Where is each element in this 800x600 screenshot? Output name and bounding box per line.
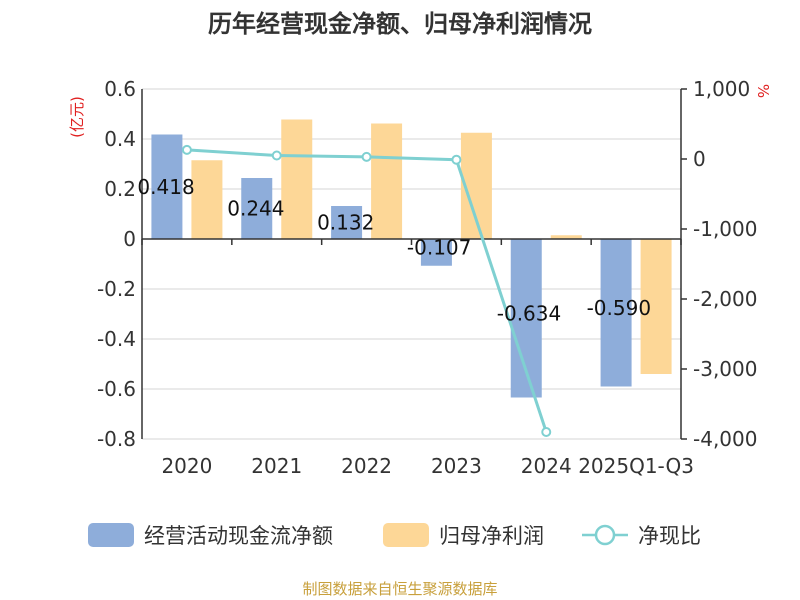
left-tick-label: -0.8 — [97, 427, 136, 451]
data-labels-layer: 0.418 0.244 0.132 -0.107 -0.634 -0.590 — [137, 175, 651, 326]
legend: 经营活动现金流净额 归母净利润 净现比 — [88, 523, 701, 548]
grid-layer — [142, 88, 681, 440]
left-axis-unit: (亿元) — [68, 96, 86, 138]
left-tick-label: -0.6 — [97, 377, 136, 401]
left-tick-label: 0.6 — [104, 77, 136, 101]
bar — [640, 239, 672, 374]
ratio-point — [541, 427, 552, 437]
chart-title: 历年经营现金净额、归母净利润情况 — [208, 10, 592, 38]
bar-data-label: -0.634 — [497, 301, 561, 325]
right-tick-label: -1,000 — [693, 217, 757, 241]
ratio-point — [451, 154, 462, 165]
axis-layer: 0.6 0.4 0.2 0 -0.2 -0.4 -0.6 -0.8 1,000 0 -1,000 -2… — [97, 77, 758, 478]
bar — [241, 178, 273, 239]
left-tick-label: -0.4 — [97, 327, 136, 351]
right-axis-unit: % — [754, 84, 772, 98]
bar — [371, 123, 403, 239]
legend-swatch — [88, 523, 134, 547]
legend-swatch — [383, 523, 429, 547]
legend-marker — [594, 524, 616, 546]
right-tick-label: -3,000 — [693, 357, 757, 381]
bar — [550, 235, 582, 239]
ratio-line — [186, 148, 548, 433]
left-tick-label: -0.2 — [97, 277, 136, 301]
bar-data-label: -0.107 — [407, 235, 471, 259]
bar — [331, 206, 363, 239]
bar-data-label: -0.590 — [587, 296, 651, 320]
ratio-point — [271, 150, 282, 161]
bar — [151, 134, 183, 239]
category-label: 2020 — [161, 454, 212, 478]
category-label: 2023 — [431, 454, 482, 478]
bar-data-label: 0.244 — [227, 197, 284, 221]
bar-data-label: 0.418 — [137, 175, 194, 199]
ratio-point — [181, 144, 192, 155]
left-tick-label: 0.2 — [104, 177, 136, 201]
ratio-point — [361, 151, 372, 162]
right-tick-label: 0 — [693, 147, 706, 171]
legend-label: 净现比 — [638, 524, 701, 548]
line-layer — [181, 144, 552, 437]
bar — [420, 239, 452, 266]
legend-label: 归母净利润 — [439, 524, 544, 548]
bar — [281, 119, 313, 239]
left-tick-label: 0.4 — [104, 127, 136, 151]
bar — [600, 239, 632, 387]
category-label: 2024 — [521, 454, 572, 478]
right-tick-label: -2,000 — [693, 287, 757, 311]
left-tick-label: 0 — [123, 227, 136, 251]
bar — [191, 160, 223, 239]
right-tick-label: -4,000 — [693, 427, 757, 451]
category-label: 2022 — [341, 454, 392, 478]
legend-label: 经营活动现金流净额 — [144, 524, 333, 548]
source-footer: 制图数据来自恒生聚源数据库 — [302, 580, 497, 598]
category-label: 2021 — [251, 454, 302, 478]
bar-data-label: 0.132 — [317, 211, 374, 235]
category-label: 2025Q1-Q3 — [578, 454, 694, 478]
right-tick-label: 1,000 — [693, 77, 750, 101]
